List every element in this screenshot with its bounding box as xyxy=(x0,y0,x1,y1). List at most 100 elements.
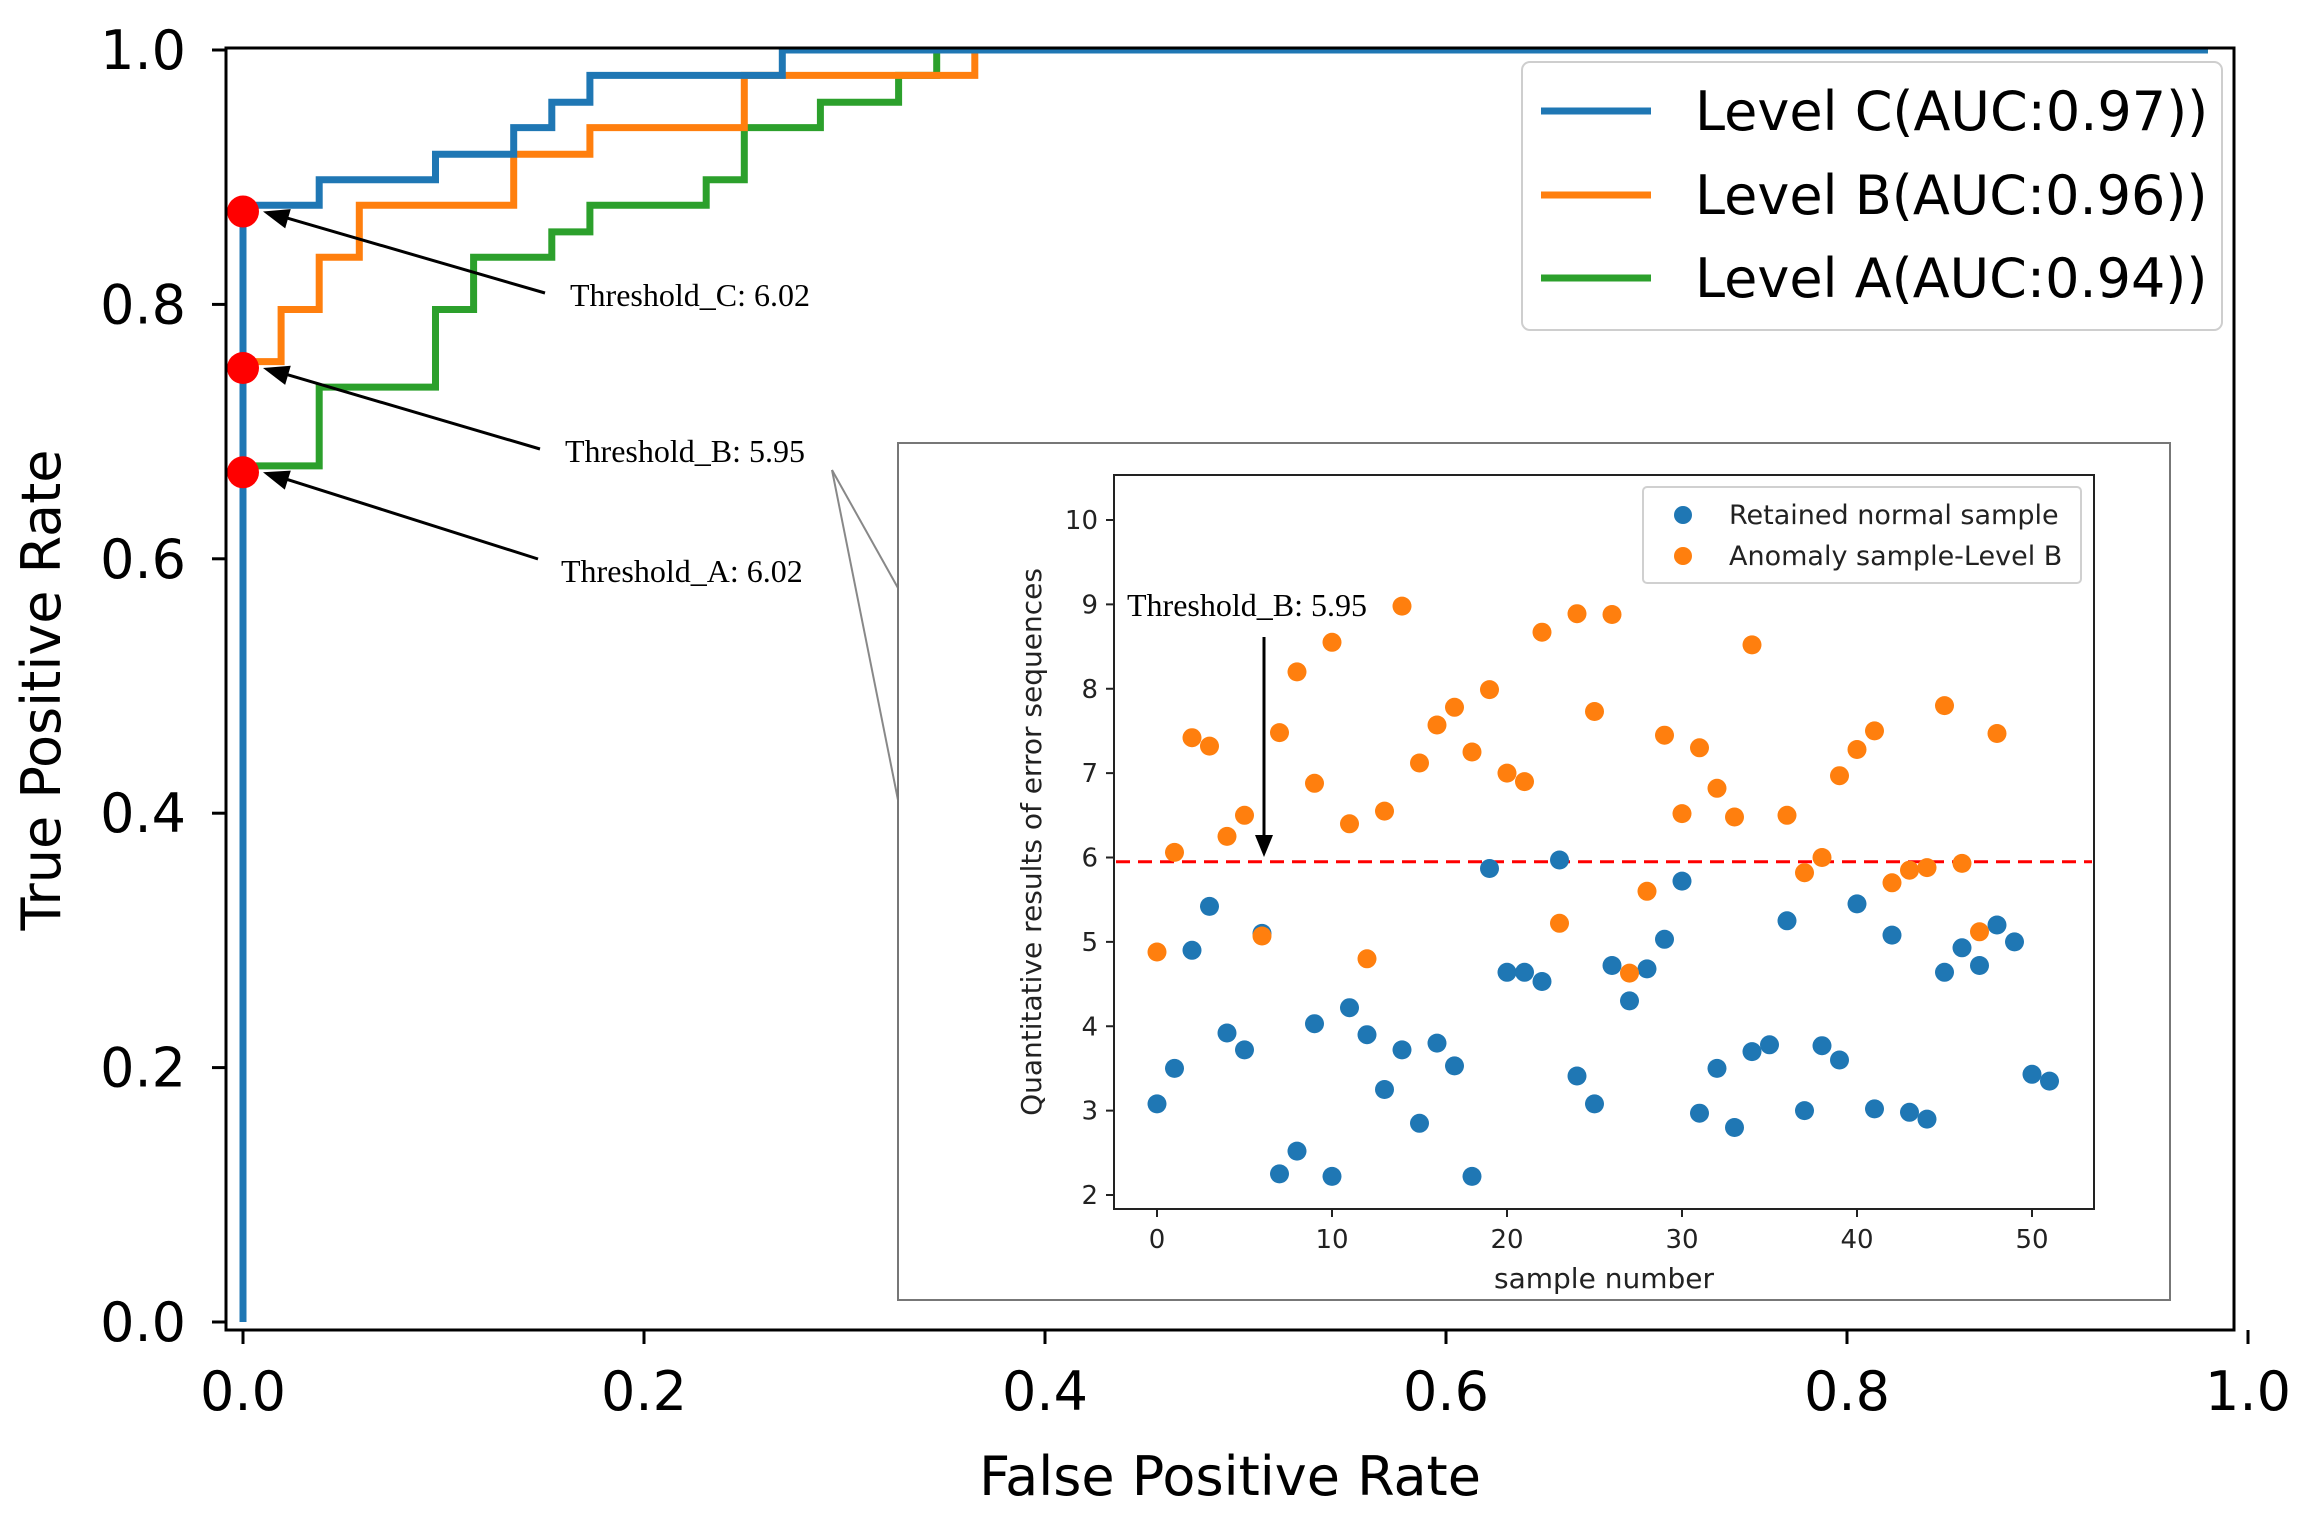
inset-axis-ticks: 0 10 20 30 40 50 2 3 4 5 6 7 8 9 10 xyxy=(1065,506,2049,1255)
inset-y-tick-label-4: 6 xyxy=(1081,844,1098,874)
inset-point-normal-44 xyxy=(1917,1109,1937,1129)
inset-x-tick-label-5: 50 xyxy=(2015,1225,2048,1255)
inset-threshold-annotation: Threshold_B: 5.95 xyxy=(1127,587,1367,623)
inset-x-tick-label-4: 40 xyxy=(1840,1225,1873,1255)
inset-point-normal-12 xyxy=(1357,1025,1377,1045)
threshold-label-threshold-c: Threshold_C: 6.02 xyxy=(570,277,810,313)
inset-point-anomaly-1 xyxy=(1165,842,1184,862)
inset-scatter-points xyxy=(1147,497,2059,1186)
y-tick-label-5: 1.0 xyxy=(100,19,186,82)
inset-point-normal-23 xyxy=(1550,850,1569,870)
x-tick-label-2: 0.4 xyxy=(1002,1360,1088,1423)
inset-point-normal-32 xyxy=(1707,1058,1727,1078)
inset-point-anomaly-20 xyxy=(1497,763,1517,783)
inset-point-anomaly-23 xyxy=(1550,913,1569,933)
inset-point-anomaly-21 xyxy=(1515,772,1534,792)
inset-point-normal-0 xyxy=(1147,1094,1167,1114)
x-tick-label-3: 0.6 xyxy=(1403,1360,1489,1423)
main-y-axis-title: True Positive Rate xyxy=(10,449,73,931)
y-tick-label-1: 0.2 xyxy=(100,1037,186,1100)
inset-y-tick-label-5: 7 xyxy=(1081,759,1098,789)
inset-y-tick-label-3: 5 xyxy=(1081,928,1098,958)
inset-x-tick-label-0: 0 xyxy=(1149,1225,1166,1255)
inset-x-tick-label-1: 10 xyxy=(1315,1225,1348,1255)
inset-point-normal-8 xyxy=(1287,1141,1307,1161)
inset-point-anomaly-37 xyxy=(1795,863,1814,883)
inset-point-normal-16 xyxy=(1427,1033,1447,1053)
inset-connector-top xyxy=(831,469,899,589)
inset-legend: Retained normal sample Anomaly sample-Le… xyxy=(1642,486,2082,584)
main-legend: Level C(AUC:0.97)) Level B(AUC:0.96)) Le… xyxy=(1521,61,2223,331)
inset-point-normal-28 xyxy=(1637,959,1657,979)
inset-point-anomaly-6 xyxy=(1252,926,1272,946)
inset-point-normal-13 xyxy=(1375,1080,1394,1099)
inset-point-anomaly-22 xyxy=(1532,622,1552,642)
inset-point-normal-22 xyxy=(1532,972,1552,991)
inset-point-normal-37 xyxy=(1795,1101,1814,1121)
inset-point-normal-10 xyxy=(1322,1166,1342,1186)
inset-point-anomaly-12 xyxy=(1357,949,1377,969)
inset-point-anomaly-38 xyxy=(1812,848,1832,867)
threshold-point-threshold-c xyxy=(227,195,259,228)
inset-point-anomaly-26 xyxy=(1602,605,1622,624)
inset-x-tick-label-3: 30 xyxy=(1665,1225,1698,1255)
inset-y-tick-label-7: 9 xyxy=(1081,590,1098,620)
inset-point-normal-27 xyxy=(1620,991,1639,1011)
inset-point-anomaly-8 xyxy=(1287,662,1307,682)
inset-point-normal-20 xyxy=(1497,962,1517,982)
roc-curve-level-c xyxy=(239,46,2208,1322)
inset-point-anomaly-34 xyxy=(1742,635,1762,655)
inset-point-anomaly-27 xyxy=(1620,963,1639,983)
inset-point-anomaly-19 xyxy=(1480,680,1499,700)
legend-label-level-c: Level C(AUC:0.97)) xyxy=(1695,80,2208,143)
inset-point-anomaly-41 xyxy=(1865,721,1884,741)
inset-point-anomaly-9 xyxy=(1305,773,1324,793)
y-tick-label-2: 0.4 xyxy=(100,782,186,845)
inset-point-anomaly-3 xyxy=(1200,736,1219,756)
inset-point-anomaly-48 xyxy=(1987,724,2007,743)
inset-point-anomaly-7 xyxy=(1270,723,1289,743)
main-axis-ticks: 0.0 0.2 0.4 0.6 0.8 1.0 0.0 0.2 0.4 0.6 0.8 1.0 xyxy=(100,19,2291,1423)
inset-point-normal-15 xyxy=(1410,1113,1429,1133)
roc-curve-level-a xyxy=(239,46,2208,1322)
inset-legend-marker-normal xyxy=(1674,506,1692,524)
threshold-arrow-threshold-b xyxy=(272,368,541,451)
inset-point-anomaly-47 xyxy=(1970,922,1989,942)
inset-plot-frame xyxy=(1113,474,2095,1210)
inset-y-tick-label-6: 8 xyxy=(1081,675,1098,705)
inset-point-anomaly-45 xyxy=(1935,696,1954,716)
inset-point-anomaly-24 xyxy=(1567,604,1587,624)
inset-annotation-arrowhead xyxy=(1255,835,1273,857)
inset-point-anomaly-32 xyxy=(1707,778,1727,798)
inset-y-tick-label-1: 3 xyxy=(1081,1097,1098,1127)
inset-point-normal-43 xyxy=(1900,1102,1919,1122)
inset-chart: 0 10 20 30 40 50 2 3 4 5 6 7 8 9 10 sample number Quan… xyxy=(897,442,2171,1301)
legend-label-level-b: Level B(AUC:0.96)) xyxy=(1695,164,2208,227)
inset-point-anomaly-29 xyxy=(1655,725,1674,745)
inset-connector-bottom xyxy=(831,469,899,801)
inset-point-normal-46 xyxy=(1952,938,1972,958)
threshold-label-threshold-a: Threshold_A: 6.02 xyxy=(561,553,803,589)
roc-curves xyxy=(239,46,2208,1322)
inset-point-normal-38 xyxy=(1812,1036,1832,1056)
inset-point-normal-29 xyxy=(1655,929,1674,949)
inset-legend-label-anomaly: Anomaly sample-Level B xyxy=(1729,541,2062,572)
inset-point-anomaly-10 xyxy=(1322,632,1342,652)
inset-point-normal-51 xyxy=(2040,1071,2059,1091)
inset-point-normal-40 xyxy=(1847,894,1867,914)
y-tick-label-3: 0.6 xyxy=(100,528,186,591)
inset-point-anomaly-25 xyxy=(1585,702,1604,721)
threshold-label-threshold-b: Threshold_B: 5.95 xyxy=(565,433,805,469)
inset-point-normal-26 xyxy=(1602,956,1622,975)
inset-point-normal-42 xyxy=(1882,925,1902,945)
inset-point-normal-49 xyxy=(2005,932,2024,952)
inset-point-anomaly-2 xyxy=(1182,728,1202,748)
inset-point-normal-47 xyxy=(1970,956,1989,975)
inset-point-normal-1 xyxy=(1165,1058,1184,1078)
threshold-annotations: Threshold_C: 6.02 Threshold_B: 5.95 Thresh… xyxy=(263,209,810,589)
inset-point-normal-2 xyxy=(1182,940,1202,960)
inset-point-anomaly-46 xyxy=(1952,853,1972,873)
legend-box xyxy=(1521,61,2223,331)
threshold-arrowhead-threshold-a xyxy=(263,470,291,490)
